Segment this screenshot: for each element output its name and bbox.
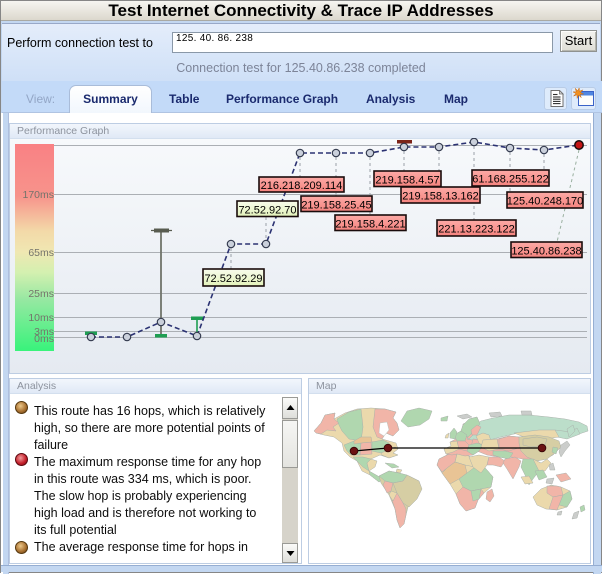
svg-text:61.168.255.122: 61.168.255.122: [472, 174, 548, 186]
svg-text:10ms: 10ms: [28, 312, 54, 324]
svg-text:219.158.4.57: 219.158.4.57: [375, 175, 439, 187]
svg-text:219.158.13.162: 219.158.13.162: [402, 191, 478, 203]
svg-text:170ms: 170ms: [22, 189, 54, 201]
svg-text:72.52.92.70: 72.52.92.70: [238, 205, 296, 217]
svg-text:65ms: 65ms: [28, 247, 54, 259]
svg-text:25ms: 25ms: [28, 288, 54, 300]
svg-text:3ms: 3ms: [34, 326, 54, 338]
svg-text:216.218.209.114: 216.218.209.114: [261, 180, 343, 192]
svg-text:219.158.25.45: 219.158.25.45: [301, 200, 371, 212]
svg-text:219.158.4.221: 219.158.4.221: [335, 219, 405, 231]
svg-text:221.13.223.122: 221.13.223.122: [438, 224, 514, 236]
svg-text:125.40.248.170: 125.40.248.170: [507, 196, 583, 208]
svg-text:125.40.86.238: 125.40.86.238: [511, 246, 581, 258]
svg-text:0ms: 0ms: [34, 333, 54, 345]
svg-text:72.52.92.29: 72.52.92.29: [204, 273, 262, 285]
